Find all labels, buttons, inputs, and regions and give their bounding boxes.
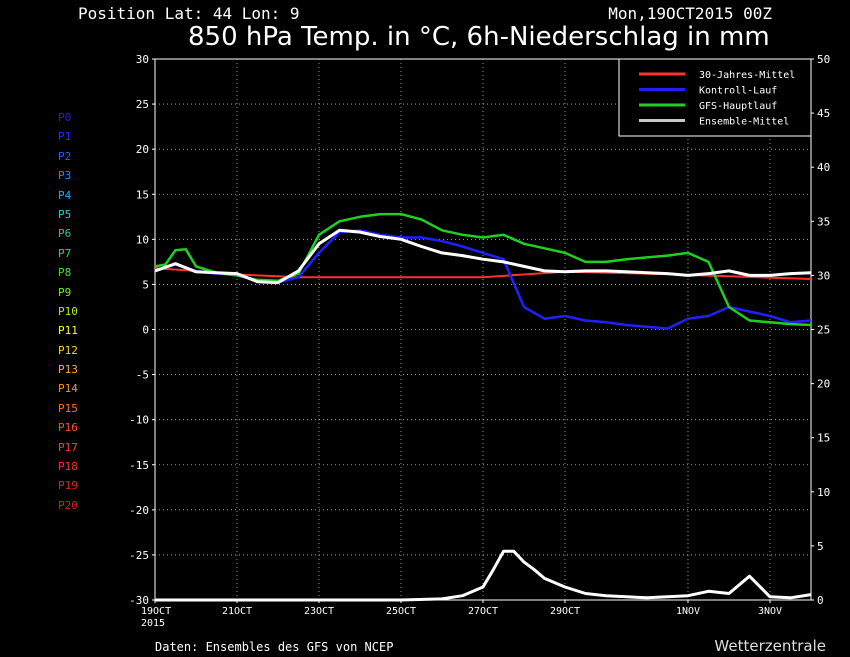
y-right-tick-label: 45 <box>817 107 830 120</box>
y-right-tick-label: 50 <box>817 53 830 66</box>
y-left-tick-label: 25 <box>136 98 149 111</box>
y-left-tick-label: 0 <box>142 324 149 337</box>
x-tick-label: 21OCT <box>222 606 252 617</box>
member-label-p13: P13 <box>58 363 78 377</box>
x-tick-label: 27OCT <box>468 606 498 617</box>
member-label-p6: P6 <box>58 227 72 241</box>
y-left-tick-label: 10 <box>136 233 149 246</box>
member-label-p3: P3 <box>58 169 72 183</box>
member-label-p17: P17 <box>58 440 78 454</box>
y-right-tick-label: 40 <box>817 161 830 174</box>
y-left-tick-label: -5 <box>136 369 149 382</box>
y-right-tick-label: 5 <box>817 540 824 553</box>
x-tick-label: 29OCT <box>550 606 580 617</box>
data-source: Daten: Ensembles des GFS von NCEP <box>155 640 394 654</box>
run-date: Mon,19OCT2015 00Z <box>608 4 772 23</box>
x-tick-label: 25OCT <box>386 606 416 617</box>
y-left-tick-label: -30 <box>129 594 149 607</box>
member-label-p2: P2 <box>58 149 72 163</box>
brand-label: Wetterzentrale <box>714 637 826 655</box>
legend-label: Kontroll-Lauf <box>699 86 777 97</box>
legend-label: Ensemble-Mittel <box>699 117 789 128</box>
member-label-p0: P0 <box>58 111 72 124</box>
y-left-tick-label: 15 <box>136 188 149 201</box>
y-right-tick-label: 20 <box>817 378 830 391</box>
series-line-3 <box>154 228 812 285</box>
y-left-tick-label: -10 <box>129 414 149 427</box>
legend-label: GFS-Hauptlauf <box>699 101 777 112</box>
y-right-tick-label: 25 <box>817 324 830 337</box>
member-label-p11: P11 <box>58 324 78 338</box>
legend-label: 30-Jahres-Mittel <box>699 70 795 81</box>
member-label-p18: P18 <box>58 460 78 474</box>
series-line-4 <box>155 549 812 602</box>
member-label-p5: P5 <box>58 207 72 221</box>
member-label-p15: P15 <box>58 401 78 415</box>
legend-box <box>618 58 812 137</box>
x-tick-label: 23OCT <box>304 606 334 617</box>
member-label-p14: P14 <box>58 382 78 396</box>
member-label-p12: P12 <box>58 343 78 357</box>
member-label-p19: P19 <box>58 479 78 493</box>
y-right-tick-label: 30 <box>817 269 830 282</box>
y-left-tick-label: -15 <box>129 459 149 472</box>
y-left-tick-label: -20 <box>129 504 149 517</box>
member-label-p16: P16 <box>58 421 78 435</box>
y-right-tick-label: 10 <box>817 486 830 499</box>
x-tick-label: 19OCT <box>141 606 171 617</box>
x-tick-label: 1NOV <box>676 606 700 617</box>
member-label-p8: P8 <box>58 266 72 280</box>
member-list: P0 P1 P2 P3 P4 P5 P6 P7 P8 P9 P10 P11 P12 P13 P14 P15 P1… <box>58 108 78 515</box>
y-right-tick-label: 35 <box>817 215 830 228</box>
y-left-tick-label: -25 <box>129 549 149 562</box>
x-tick-label: 3NOV <box>758 606 782 617</box>
y-left-tick-label: 20 <box>136 143 149 156</box>
member-label-p10: P10 <box>58 304 78 318</box>
member-label-p7: P7 <box>58 246 72 260</box>
member-label-p1: P1 <box>58 130 72 144</box>
y-right-tick-label: 15 <box>817 432 830 445</box>
chart-title: 850 hPa Temp. in °C, 6h-Niederschlag in … <box>188 22 770 52</box>
member-label-p4: P4 <box>58 188 72 202</box>
y-left-tick-label: 30 <box>136 53 149 66</box>
y-right-tick-label: 0 <box>817 594 824 607</box>
x-tick-sublabel: 2015 <box>141 618 165 629</box>
member-label-p20: P20 <box>58 498 78 512</box>
series-line-2 <box>154 212 812 327</box>
position-label: Position Lat: 44 Lon: 9 <box>78 4 300 23</box>
member-label-p9: P9 <box>58 285 72 299</box>
y-left-tick-label: 5 <box>142 278 149 291</box>
